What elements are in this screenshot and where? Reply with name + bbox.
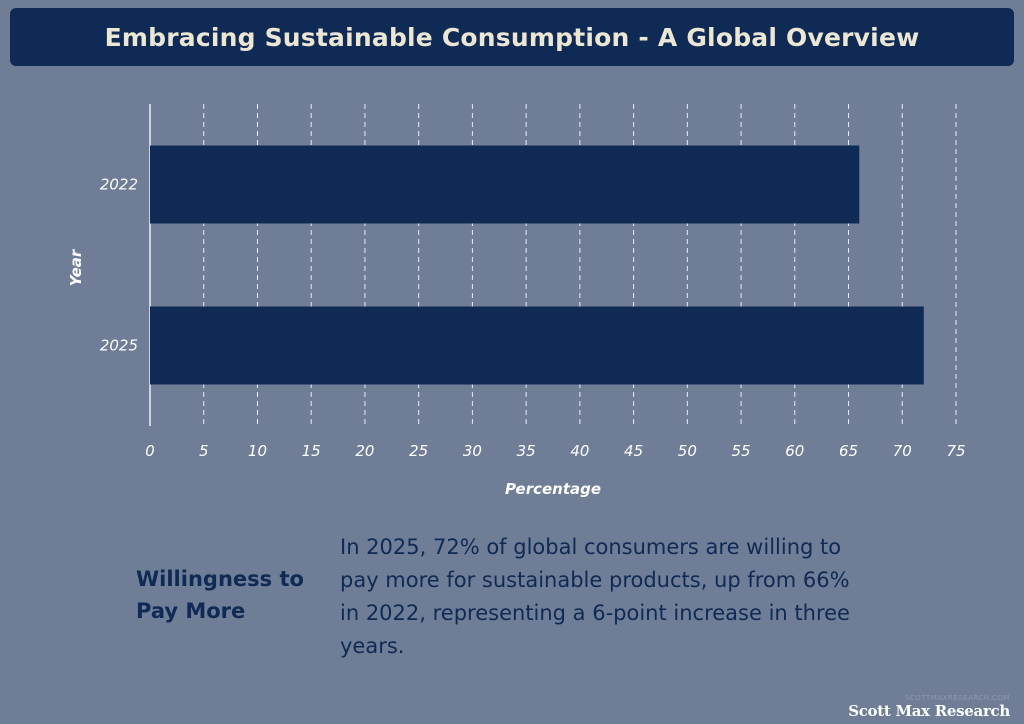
info-heading: Willingness to Pay More [136,567,304,623]
x-tick-label: 5 [199,442,209,460]
x-tick-label: 45 [624,442,643,460]
x-tick-label: 70 [893,442,912,460]
x-axis-title: Percentage [505,480,601,498]
info-body: In 2025, 72% of global consumers are wil… [340,535,850,658]
page-title: Embracing Sustainable Consumption - A Gl… [104,22,920,52]
title-bar: Embracing Sustainable Consumption - A Gl… [10,8,1014,66]
x-tick-label: 20 [355,442,374,460]
x-tick-label: 0 [145,442,155,460]
x-tick-label: 75 [946,442,965,460]
x-tick-label: 40 [570,442,589,460]
x-tick-label: 30 [463,442,482,460]
bar-2025 [150,306,924,385]
x-tick-label: 35 [517,442,536,460]
x-tick-label: 25 [409,442,428,460]
bar-2022 [150,145,860,224]
watermark-url: SCOTTMAXRESEARCH.COM [904,694,1010,702]
y-axis-title: Year [67,248,85,286]
watermark: SCOTTMAXRESEARCH.COM Scott Max Research [848,694,1010,720]
x-tick-label: 60 [785,442,804,460]
x-tick-label: 55 [732,442,751,460]
x-tick-label: 10 [248,442,267,460]
x-tick-label: 65 [839,442,858,460]
y-tick-label: 2022 [100,176,138,194]
x-tick-label: 50 [678,442,697,460]
bar-chart: 0 5 10 15 20 25 30 35 40 45 50 55 60 65 70 7520222025Pe… [67,104,966,498]
x-tick-label: 15 [302,442,321,460]
brand-logo: Scott Max Research [848,702,1010,720]
y-tick-label: 2025 [100,337,138,355]
